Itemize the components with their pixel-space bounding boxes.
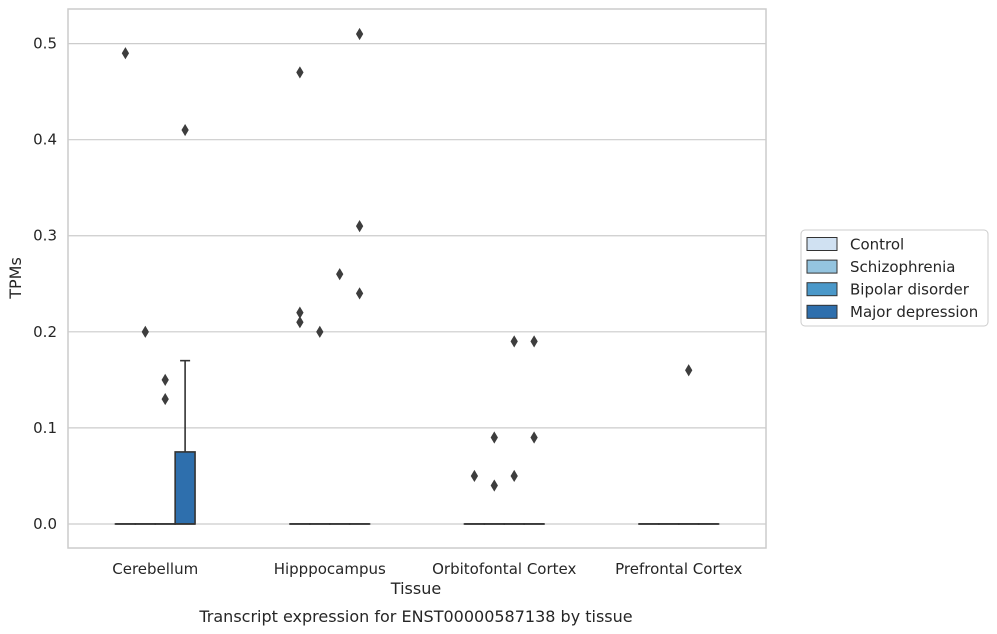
y-tick-label: 0.3 <box>33 227 57 245</box>
y-tick-label: 0.4 <box>33 131 57 149</box>
legend-swatch <box>806 282 838 297</box>
grid-lines <box>68 42 766 525</box>
outlier-point <box>296 316 304 329</box>
legend-label: Schizophrenia <box>850 258 955 276</box>
outlier-point <box>336 268 344 281</box>
outlier-point <box>355 27 364 41</box>
y-tick-label: 0.0 <box>33 515 57 533</box>
plot-frame <box>67 8 767 549</box>
outlier-point <box>530 431 538 444</box>
outlier-point <box>490 431 498 444</box>
outlier-point <box>355 287 364 300</box>
x-tick-label: Orbitofontal Cortex <box>432 560 576 578</box>
outlier-point <box>470 469 479 483</box>
outlier-point <box>121 47 130 60</box>
y-axis-label: TPMs <box>6 257 25 300</box>
legend-frame <box>800 229 989 327</box>
legend-swatch <box>806 259 838 274</box>
legend-swatch <box>806 304 838 319</box>
outlier-point <box>161 373 169 386</box>
outlier-points <box>121 27 693 492</box>
x-tick-label: Prefrontal Cortex <box>615 560 742 578</box>
x-tick-labels: Cerebellum Hipppocampus Orbitofontal Corte… <box>112 560 742 578</box>
legend: Control Schizophrenia Bipolar disorder Majo… <box>800 229 989 327</box>
outlier-point <box>490 479 498 492</box>
x-axis-label: Tissue <box>390 579 441 598</box>
outlier-point <box>510 469 518 483</box>
outlier-point <box>141 325 149 338</box>
y-tick-label: 0.5 <box>33 35 57 53</box>
x-tick-label: Cerebellum <box>112 560 198 578</box>
outlier-point <box>530 335 538 348</box>
legend-label: Bipolar disorder <box>850 281 970 299</box>
outlier-point <box>355 220 364 233</box>
outlier-point <box>510 335 518 348</box>
outlier-point <box>316 325 324 338</box>
y-tick-label: 0.2 <box>33 323 57 341</box>
legend-swatch <box>806 237 838 251</box>
outlier-point <box>296 66 304 79</box>
chart-caption: Transcript expression for ENST0000058713… <box>198 607 632 626</box>
y-tick-labels: 0.0 0.1 0.2 0.3 0.4 0.5 <box>33 35 57 533</box>
box-series <box>114 359 720 525</box>
outlier-point <box>685 364 693 377</box>
legend-label: Major depression <box>850 303 978 321</box>
outlier-point <box>181 123 189 137</box>
outlier-point <box>161 392 169 406</box>
y-tick-label: 0.1 <box>33 419 57 437</box>
legend-label: Control <box>850 235 904 253</box>
box <box>174 451 196 525</box>
x-tick-label: Hipppocampus <box>274 560 386 578</box>
